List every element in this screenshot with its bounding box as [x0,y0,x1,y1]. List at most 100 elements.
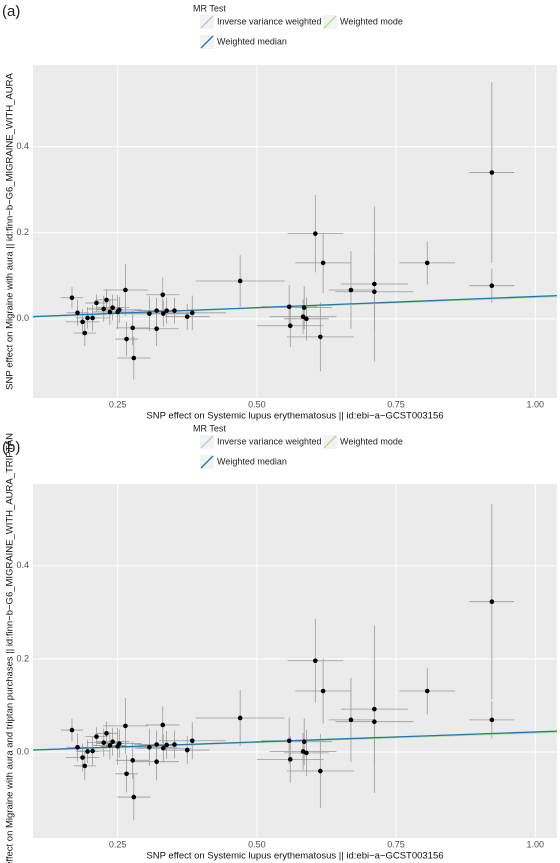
panel-label: (b) [2,439,20,456]
y-tick-label: 0.4 [16,560,29,570]
point [80,319,85,325]
point [147,744,152,750]
legend-swatch [200,35,214,49]
point [82,763,88,769]
y-tick-label: 0.0 [16,746,29,756]
point [348,287,354,293]
point [286,738,292,744]
y-tick-label: 0.2 [16,227,29,237]
point [104,297,109,303]
point [117,307,122,313]
y-tick-label: 0.0 [16,313,29,323]
y-tick-label: 0.2 [16,653,29,663]
plot-marks [33,82,557,380]
point [184,747,190,753]
point [320,688,326,694]
point [300,314,306,319]
point [489,283,495,289]
legend-label: Weighted median [217,456,287,466]
point [110,305,115,310]
point [94,734,99,739]
point [90,315,95,321]
point [123,287,128,293]
point [131,355,137,361]
x-tick-label: 1.00 [527,839,545,849]
point [313,231,318,236]
legend-swatch [200,15,214,29]
point [80,755,85,760]
legend-label: Weighted mode [340,436,403,446]
legend: MR Test Inverse variance weighted Weighted… [193,423,403,469]
point [160,292,166,298]
legend-swatch [323,435,337,449]
point [372,281,377,287]
point [424,688,430,694]
point [110,739,115,745]
point [424,260,430,266]
x-tick-label: 0.25 [109,839,127,849]
point [131,794,137,800]
mr-line [33,730,557,751]
point [372,289,377,295]
point [313,658,318,664]
point [104,731,109,736]
point [117,741,122,746]
point [154,759,159,765]
point [130,325,135,331]
point [172,742,177,747]
y-axis-title: SNP effect on Migraine with aura || id:f… [5,73,16,390]
point [123,723,128,729]
point [237,278,243,284]
legend-label: Weighted median [217,36,287,46]
point [161,745,166,751]
point [75,744,80,750]
point [348,717,354,723]
point [301,739,307,745]
point [107,309,113,315]
panel-label: (a) [2,3,20,20]
point [318,768,323,774]
y-axis-title: SNP effect on Migraine with aura and tri… [5,433,16,863]
point [287,757,293,762]
point [489,599,495,604]
point [489,170,495,175]
point [85,315,90,321]
y-tick-label: 0.4 [16,141,29,151]
legend-title: MR Test [193,423,226,433]
point [164,742,169,748]
x-tick-label: 0.25 [109,399,127,409]
point [304,750,309,756]
point [154,308,159,313]
point [304,316,309,322]
point [101,306,107,312]
point [82,330,88,336]
point [189,310,195,316]
legend-title: MR Test [193,3,226,13]
point [75,310,80,316]
x-axis-title: SNP effect on Systemic lupus erythematos… [146,851,443,862]
point [189,738,195,744]
point [286,304,292,310]
point [161,311,166,316]
legend: MR Test Inverse variance weighted Weighted… [193,3,403,49]
point [147,311,152,316]
point [318,334,323,340]
point [287,323,293,329]
point [154,326,159,332]
point [69,727,75,733]
x-tick-label: 1.00 [527,399,545,409]
legend-label: Inverse variance weighted [217,436,322,446]
point [164,308,169,313]
point [489,717,495,723]
legend-swatch [200,435,214,449]
plot-marks [33,504,557,821]
legend-label: Inverse variance weighted [217,16,322,26]
point [69,295,75,301]
x-tick-label: 0.50 [248,399,266,409]
point [372,719,377,725]
legend-swatch [323,15,337,29]
point [172,308,177,313]
panel: (a) 0.0 0.2 0.4 0.25 0.50 0.75 1.00 SNP effect o… [2,3,557,422]
